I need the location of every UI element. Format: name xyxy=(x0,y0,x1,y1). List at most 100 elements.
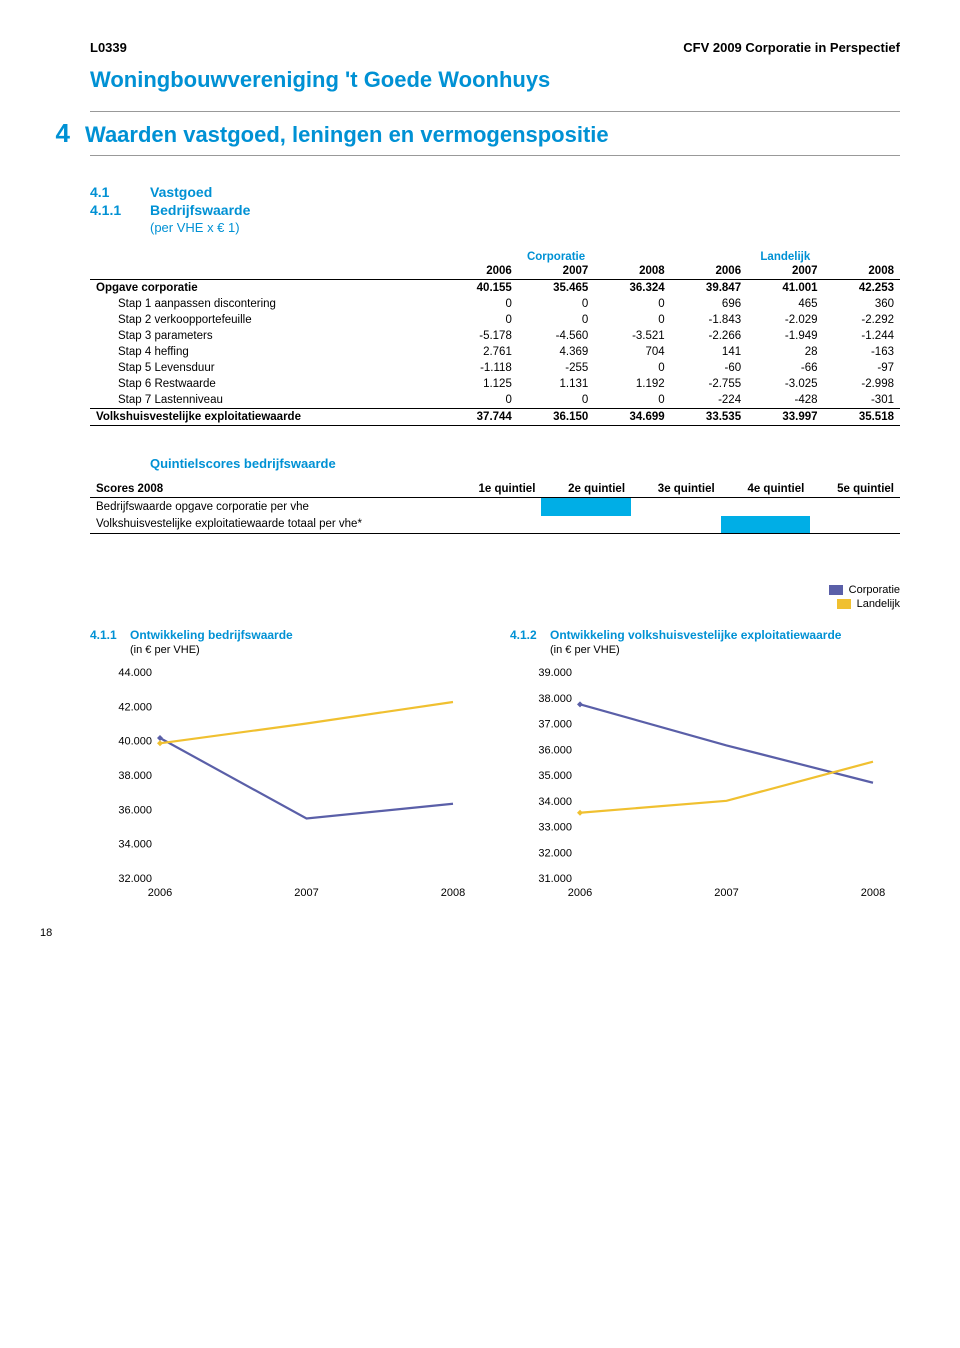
table-row-label: Stap 1 aanpassen discontering xyxy=(90,296,441,312)
table-cell: -1.949 xyxy=(747,328,823,344)
svg-text:2007: 2007 xyxy=(294,887,318,899)
table-cell: 360 xyxy=(824,296,900,312)
table-cell: -5.178 xyxy=(441,328,517,344)
legend-label-corporatie: Corporatie xyxy=(849,584,900,596)
svg-text:38.000: 38.000 xyxy=(118,770,152,782)
table-row-label: Stap 6 Restwaarde xyxy=(90,376,441,392)
table-cell: -1.843 xyxy=(671,312,747,328)
table-cell: 39.847 xyxy=(671,280,747,297)
svg-text:32.000: 32.000 xyxy=(118,873,152,885)
table-cell: -224 xyxy=(671,392,747,409)
table-cell: 0 xyxy=(441,296,517,312)
table-cell: -60 xyxy=(671,360,747,376)
svg-text:39.000: 39.000 xyxy=(538,667,572,679)
year-header: 2006 xyxy=(671,263,747,280)
section-title: Waarden vastgoed, leningen en vermogensp… xyxy=(85,122,609,148)
chart-412-sub: (in € per VHE) xyxy=(550,644,900,656)
quintiel-cell xyxy=(721,516,811,534)
quintiel-table: Scores 2008 1e quintiel 2e quintiel 3e q… xyxy=(90,481,900,534)
svg-text:42.000: 42.000 xyxy=(118,701,152,713)
doc-code: L0339 xyxy=(90,40,127,55)
table-cell: 0 xyxy=(594,296,670,312)
chart-411-sub: (in € per VHE) xyxy=(130,644,480,656)
quintiel-col: 4e quintiel xyxy=(721,481,811,498)
chart-411-title: Ontwikkeling bedrijfswaarde xyxy=(130,628,293,642)
quintiel-row-label: Bedrijfswaarde opgave corporatie per vhe xyxy=(90,498,452,516)
legend-label-landelijk: Landelijk xyxy=(857,598,900,610)
quintiel-cell xyxy=(541,516,631,534)
table-row-label: Stap 5 Levensduur xyxy=(90,360,441,376)
table-cell: -301 xyxy=(824,392,900,409)
table-cell: 704 xyxy=(594,344,670,360)
table-cell: 35.518 xyxy=(824,409,900,426)
col-group-landelijk: Landelijk xyxy=(671,249,900,263)
table-cell: -2.755 xyxy=(671,376,747,392)
sub-41-title: Vastgoed xyxy=(150,184,212,200)
svg-text:37.000: 37.000 xyxy=(538,719,572,731)
year-header: 2006 xyxy=(441,263,517,280)
quintiel-cell xyxy=(631,516,721,534)
chart-411-num: 4.1.1 xyxy=(90,628,130,642)
table-cell: -1.118 xyxy=(441,360,517,376)
table-cell: 141 xyxy=(671,344,747,360)
table-cell: 41.001 xyxy=(747,280,823,297)
section-number: 4 xyxy=(45,118,85,149)
quintiel-row-label: Volkshuisvestelijke exploitatiewaarde to… xyxy=(90,516,452,534)
sub-411-num: 4.1.1 xyxy=(90,202,150,218)
table-cell: -3.025 xyxy=(747,376,823,392)
table-cell: 40.155 xyxy=(441,280,517,297)
table-row-label: Volkshuisvestelijke exploitatiewaarde xyxy=(90,409,441,426)
table-cell: -97 xyxy=(824,360,900,376)
sub-411-note: (per VHE x € 1) xyxy=(150,220,240,235)
quintiel-heading: Quintielscores bedrijfswaarde xyxy=(150,456,900,471)
chart-exploitatiewaarde: 39.00038.00037.00036.00035.00034.00033.0… xyxy=(510,664,900,904)
table-cell: -4.560 xyxy=(518,328,594,344)
year-header: 2007 xyxy=(518,263,594,280)
table-cell: 42.253 xyxy=(824,280,900,297)
table-cell: 0 xyxy=(518,392,594,409)
table-cell: 4.369 xyxy=(518,344,594,360)
svg-text:2007: 2007 xyxy=(714,887,738,899)
table-cell: 35.465 xyxy=(518,280,594,297)
table-cell: 1.192 xyxy=(594,376,670,392)
quintiel-cell xyxy=(810,498,900,516)
table-cell: 465 xyxy=(747,296,823,312)
table-cell: 33.997 xyxy=(747,409,823,426)
table-cell: 1.125 xyxy=(441,376,517,392)
svg-text:35.000: 35.000 xyxy=(538,770,572,782)
table-cell: 0 xyxy=(441,392,517,409)
svg-text:2008: 2008 xyxy=(441,887,465,899)
quintiel-cell xyxy=(452,498,542,516)
table-row-label: Stap 2 verkoopportefeuille xyxy=(90,312,441,328)
table-cell: -255 xyxy=(518,360,594,376)
year-header: 2008 xyxy=(594,263,670,280)
year-header: 2007 xyxy=(747,263,823,280)
table-cell: -2.266 xyxy=(671,328,747,344)
quintiel-col: 1e quintiel xyxy=(452,481,542,498)
table-row-label: Stap 4 heffing xyxy=(90,344,441,360)
quintiel-cell xyxy=(810,516,900,534)
chart-bedrijfswaarde: 44.00042.00040.00038.00036.00034.00032.0… xyxy=(90,664,480,904)
table-cell: 36.324 xyxy=(594,280,670,297)
table-cell: 36.150 xyxy=(518,409,594,426)
table-cell: -428 xyxy=(747,392,823,409)
quintiel-col: 2e quintiel xyxy=(541,481,631,498)
table-cell: 28 xyxy=(747,344,823,360)
svg-text:2006: 2006 xyxy=(148,887,172,899)
quintiel-cell xyxy=(452,516,542,534)
chart-legend: Corporatie Landelijk xyxy=(90,584,900,610)
svg-text:33.000: 33.000 xyxy=(538,822,572,834)
svg-text:32.000: 32.000 xyxy=(538,847,572,859)
table-cell: 34.699 xyxy=(594,409,670,426)
svg-text:36.000: 36.000 xyxy=(538,744,572,756)
svg-text:36.000: 36.000 xyxy=(118,804,152,816)
table-cell: 2.761 xyxy=(441,344,517,360)
chart-412-num: 4.1.2 xyxy=(510,628,550,642)
table-row-label: Opgave corporatie xyxy=(90,280,441,297)
table-cell: -163 xyxy=(824,344,900,360)
table-cell: 0 xyxy=(441,312,517,328)
table-cell: -1.244 xyxy=(824,328,900,344)
svg-text:31.000: 31.000 xyxy=(538,873,572,885)
doc-context: CFV 2009 Corporatie in Perspectief xyxy=(683,40,900,55)
sub-411-title: Bedrijfswaarde xyxy=(150,202,250,218)
